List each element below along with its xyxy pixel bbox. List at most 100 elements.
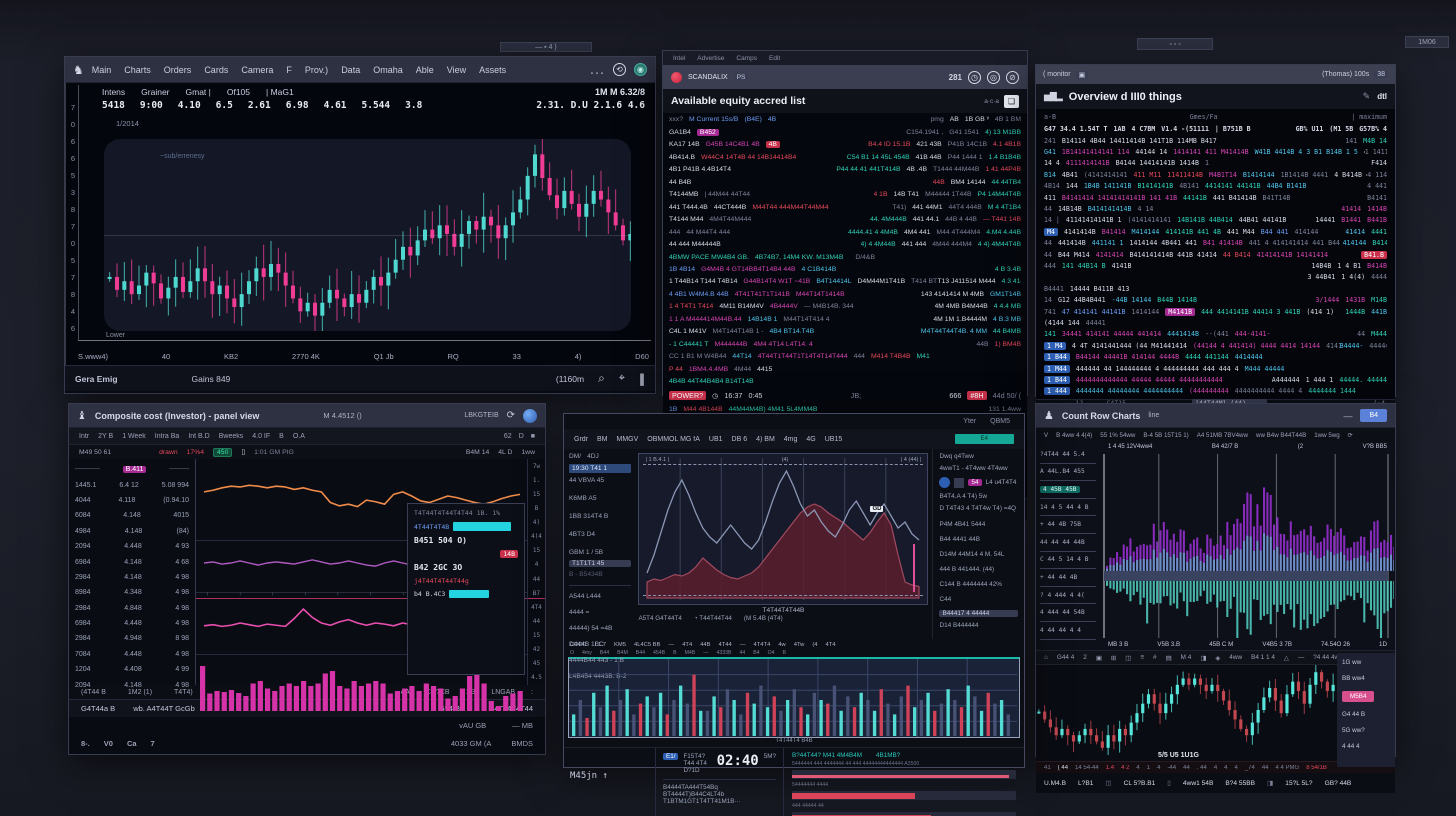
menu-item[interactable]: Cards: [204, 64, 229, 75]
toolbar-item[interactable]: 4mg: [783, 435, 798, 443]
chart-tool-icon[interactable]: ⌂: [1044, 654, 1048, 661]
ladder-row[interactable]: 4984 4.148 (84): [75, 527, 189, 535]
chart-tool-icon[interactable]: △: [1283, 654, 1289, 662]
side-button[interactable]: M5B4: [1342, 691, 1390, 702]
clock-icon[interactable]: ◷: [968, 70, 981, 84]
chart-tool-icon[interactable]: 2: [1083, 654, 1087, 661]
chart-stack[interactable]: ╵╵╵╵╵╵╵╵╵╵╵ T4T44T4T44T4T44 1B. 1% 4T44T…: [195, 459, 545, 711]
volume-grid[interactable]: [568, 657, 1020, 738]
view-toggle[interactable]: 62: [503, 432, 512, 440]
text-segment[interactable]: 17%4: [186, 448, 205, 456]
timeframe-tab[interactable]: B: [279, 432, 284, 440]
toolbar-item[interactable]: 1ww 5wg: [1314, 431, 1340, 439]
log-row[interactable]: 1B 4B14 G4M4B 4 GT14BB4T14B4 44B 4 C1B414B…: [663, 263, 1027, 276]
right-sidebar[interactable]: Dwq q4Tww 4wwT1 - 4T4ww 4T4ww 54 L4 u4T4…: [932, 449, 1024, 639]
chart-tool-icon[interactable]: 4ww: [1229, 654, 1243, 661]
text-segment[interactable]: drawn: [159, 448, 178, 456]
chart-tool-icon[interactable]: ◨: [1200, 654, 1207, 662]
side-button[interactable]: G4 44 B: [1342, 711, 1366, 718]
sidebar-menu-item[interactable]: B44 4441 44B: [939, 536, 980, 543]
session-chip[interactable]: 38: [1374, 71, 1388, 78]
toolbar-item[interactable]: ⟳: [1347, 431, 1353, 439]
left-sidebar[interactable]: DM/4DJ 19:30 T41 1 44 VBVA 45 K6MB A5 1BB …: [564, 449, 636, 680]
titlebar[interactable]: ( monitor ▣ (Thomas) 100s 38: [1036, 65, 1395, 84]
chart-footnote[interactable]: (M 5.4B (4T4): [743, 615, 783, 622]
ladder-row[interactable]: 2094 4.448 4 93: [75, 543, 189, 551]
metric-item[interactable]: 4 44 44 4 4: [1040, 622, 1096, 640]
text-segment[interactable]: GB? 44B: [1324, 779, 1352, 787]
side-button[interactable]: BB ww4: [1342, 675, 1365, 682]
micro-menu-item[interactable]: Edit: [769, 54, 781, 62]
menu-item[interactable]: Able: [415, 64, 434, 75]
log-row[interactable]: P 44 1BM4.4.4MB 4M44 4415: [663, 363, 1027, 376]
text-segment[interactable]: B?4 55BB: [1225, 779, 1256, 787]
text-segment[interactable]: U.M4.B: [1044, 779, 1066, 787]
ladder-row[interactable]: 2984 4.148 4 98: [75, 573, 189, 581]
menu-item[interactable]: Prov.): [304, 64, 329, 75]
ladder-row[interactable]: 4044 4.118 (0.94.10: [75, 496, 189, 504]
log-row[interactable]: CC 1 B1 M W4B44 44T14 4T44T1T44T1T14T4T14T…: [663, 351, 1027, 364]
sidebar-menu-item[interactable]: P4M 4B41 5444: [939, 521, 986, 528]
chart-tool-icon[interactable]: —: [1297, 654, 1305, 661]
toolbar-item[interactable]: BM: [597, 435, 608, 443]
sidebar-menu-item[interactable]: 444 B 441444. (44): [939, 566, 995, 573]
panel-icon[interactable]: ◨: [1267, 780, 1274, 787]
area-chart-zone[interactable]: | 1 B.4.1 | (4) | 4 (44) | GD T4T44T4T44B …: [636, 449, 932, 639]
log-row[interactable]: 4B4B 44T44B4B4 B14T14B: [663, 376, 1027, 389]
minimize-icon[interactable]: —: [1343, 410, 1353, 421]
ladder-row[interactable]: 6984 4.448 4 98: [75, 620, 189, 628]
timeframe-tab[interactable]: 1 Week: [122, 432, 146, 440]
log-row[interactable]: 1 1 A M444414M44B.44 14B14B 1 M44T14T414 4…: [663, 313, 1027, 326]
micro-menu-item[interactable]: Advertise: [697, 54, 725, 62]
gray-box-icon[interactable]: [954, 477, 965, 488]
toolbar-item[interactable]: Grdr: [574, 435, 588, 443]
network-icon[interactable]: ◉: [634, 63, 647, 76]
metric-item[interactable]: + 44 44 4B: [1040, 569, 1096, 587]
account-avatar[interactable]: [523, 408, 537, 423]
status-left[interactable]: Gera Emig: [75, 373, 118, 384]
ladder-row[interactable]: 6084 4.148 4015: [75, 512, 189, 520]
timeframe-tab[interactable]: 4.0 IF: [252, 432, 271, 440]
teal-link[interactable]: B?44T44? M41 4M4B4M: [792, 752, 863, 759]
chart-tool-icon[interactable]: M 4: [1180, 654, 1192, 661]
console-output[interactable]: a-B Gmes/Fa | maximum G47 34.4 1.54T T 1A…: [1036, 109, 1395, 399]
micro-menu-item[interactable]: Intel: [673, 54, 686, 62]
menu-item[interactable]: Omaha: [373, 64, 403, 75]
scanner-row[interactable]: 444 44 M44T4 444 4444.41 4 4M4B 4M4 441 M44 …: [663, 226, 1027, 239]
side-button[interactable]: 4 44 4: [1342, 743, 1360, 750]
scanner-row[interactable]: T4144MB | 44M44 44T44 4 1B 14B T41 M44444 1T…: [663, 189, 1027, 202]
candle-zone[interactable]: 5/5 U5 1U1G 1G ww BB ww4 M5B4 G4 44 B 5G ww?…: [1036, 653, 1395, 767]
text-segment[interactable]: 15?L 5L?: [1285, 779, 1313, 787]
status-item[interactable]: G4T44a B: [81, 704, 116, 713]
chart-footnote[interactable]: ◔ T44T44T44: [693, 615, 732, 622]
chart-tool-icon[interactable]: ▣: [1095, 654, 1102, 662]
chart-tool-icon[interactable]: ≡: [1140, 654, 1145, 661]
ladder-row[interactable]: 1445.1 6.4 12 5.08 994: [75, 481, 189, 489]
metric-item[interactable]: 4 444 44 54B: [1040, 604, 1096, 622]
brand-chip[interactable]: PS: [733, 73, 749, 81]
target-icon[interactable]: ◎: [987, 70, 1000, 84]
sidebar-menu-item[interactable]: D14M 44M14 4 M. 54L: [939, 551, 1005, 558]
timeframe-tab[interactable]: Intra Ba: [154, 432, 180, 440]
reload-icon[interactable]: ⟲: [613, 63, 626, 76]
scanner-row[interactable]: T4144 M44 4M4T44M444 44. 4M444B 441 44.1 44B…: [663, 214, 1027, 227]
tag-icon[interactable]: ⌖: [618, 372, 625, 384]
toolbar-item[interactable]: A4 51MB 7BV4ww: [1196, 431, 1248, 439]
session-item[interactable]: 1BB 314T4 B: [569, 513, 609, 520]
muted-session[interactable]: T1T1T1 45: [569, 560, 632, 567]
doc-icon[interactable]: ◫: [1105, 780, 1112, 787]
chart-tool-icon[interactable]: G44 4: [1056, 654, 1075, 661]
sidebar-menu-item[interactable]: C44: [939, 596, 952, 603]
ladder-row[interactable]: 2984 4.948 8 98: [75, 635, 189, 643]
block-icon[interactable]: ⊘: [1006, 70, 1019, 84]
background-tab[interactable]: — ▪ 4 ): [500, 42, 592, 52]
ladder-highlight[interactable]: B.411: [122, 466, 147, 474]
chart-tool-icon[interactable]: ▤: [1165, 654, 1172, 662]
ladder-row[interactable]: 2984 4.848 4 98: [75, 604, 189, 612]
ladder-row[interactable]: 8984 4.348 4 98: [75, 589, 189, 597]
detail-toggle[interactable]: dtl: [1377, 92, 1387, 101]
sidebar-menu-item[interactable]: C144 B 4444444 42%: [939, 581, 1002, 588]
blue-avatar-icon[interactable]: [939, 477, 951, 488]
primary-action-button[interactable]: E4: [954, 434, 1014, 444]
chart-tool-icon[interactable]: #: [1153, 654, 1157, 661]
